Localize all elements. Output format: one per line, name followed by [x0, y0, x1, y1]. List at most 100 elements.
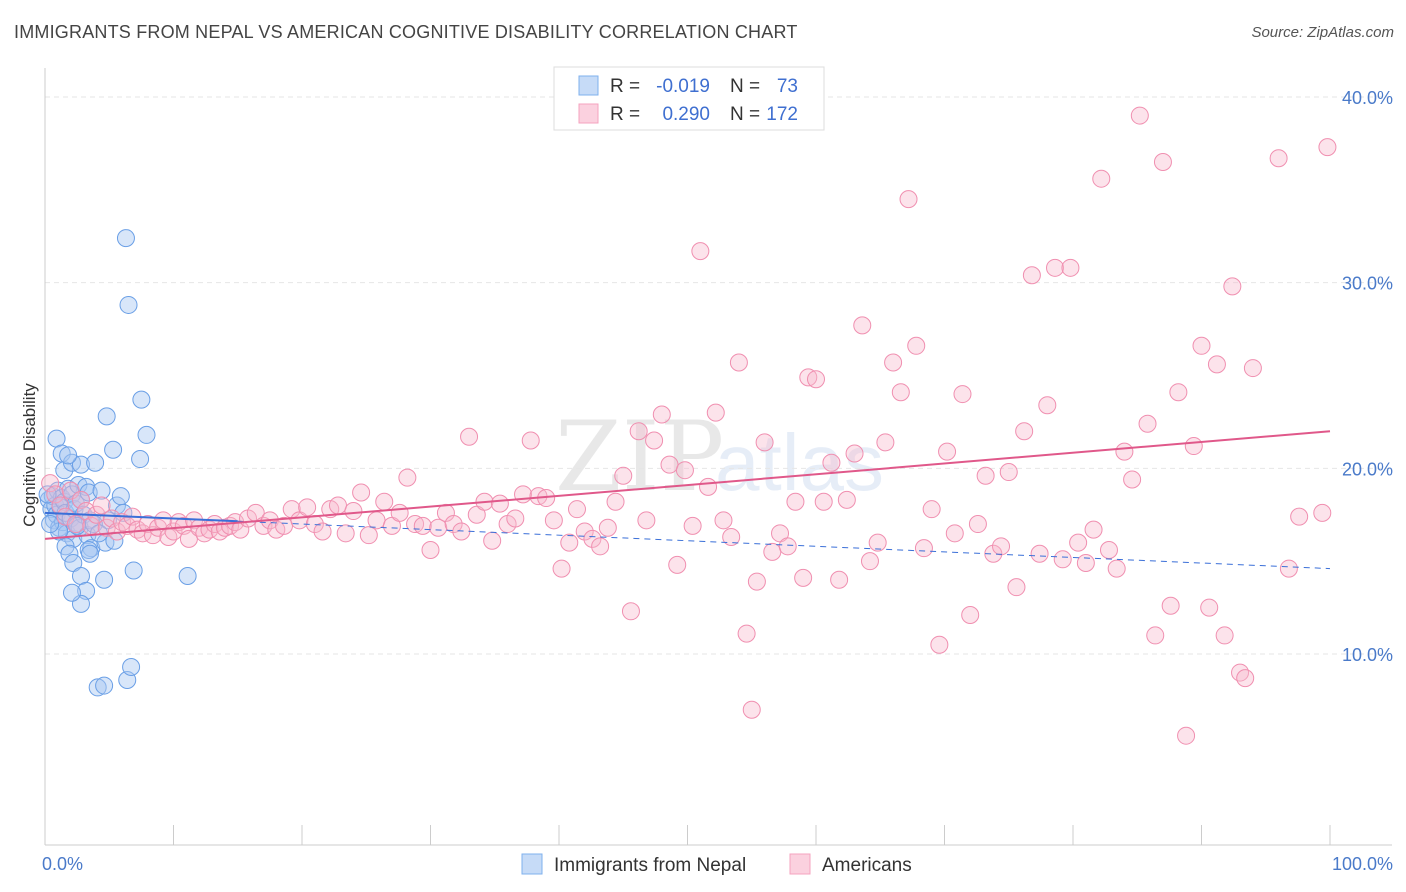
data-point-americans [521, 431, 540, 450]
data-point-americans [1318, 138, 1337, 157]
data-point-americans [984, 544, 1003, 563]
data-point-americans [560, 533, 579, 552]
data-point-americans [722, 528, 741, 547]
data-point-americans [1115, 442, 1134, 461]
y-tick-label: 20.0% [1342, 459, 1393, 479]
data-point-americans [660, 455, 679, 474]
legend-bottom-label: Immigrants from Nepal [554, 855, 746, 876]
data-point-americans [313, 522, 332, 541]
legend-r-label: R = [610, 76, 640, 97]
data-point-americans [899, 190, 918, 209]
x-tick-label: 100.0% [1332, 854, 1393, 874]
data-point-americans [552, 559, 571, 578]
trend-line-americans [44, 430, 1331, 540]
legend-bottom-swatch-pink [789, 853, 811, 875]
y-tick-label: 40.0% [1342, 88, 1393, 108]
data-point-americans [1279, 559, 1298, 578]
data-point-americans [483, 531, 502, 550]
data-point-americans [352, 483, 371, 502]
data-point-americans [544, 511, 563, 530]
data-point-americans [868, 533, 887, 552]
data-point-americans [567, 500, 586, 519]
data-point-immigrants-from-nepal [95, 570, 114, 589]
data-point-americans [938, 442, 957, 461]
data-point-immigrants-from-nepal [88, 678, 107, 697]
data-point-americans [907, 336, 926, 355]
x-tick-labels: 0.0% 100.0% [42, 854, 1393, 874]
data-point-immigrants-from-nepal [92, 481, 111, 500]
data-point-americans [621, 602, 640, 621]
data-point-immigrants-from-nepal [132, 390, 151, 409]
svg-text:ZIP: ZIP [555, 401, 724, 513]
data-point-immigrants-from-nepal [62, 583, 81, 602]
data-point-americans [699, 477, 718, 496]
data-point-americans [1092, 169, 1111, 188]
data-point-americans [444, 515, 463, 534]
data-point-immigrants-from-nepal [122, 657, 141, 676]
data-point-americans [1138, 414, 1157, 433]
data-point-immigrants-from-nepal [60, 544, 79, 563]
data-point-americans [298, 498, 317, 517]
data-point-americans [92, 496, 111, 515]
data-point-americans [794, 568, 813, 587]
data-point-americans [1243, 359, 1262, 378]
data-point-americans [706, 403, 725, 422]
data-point-americans [1038, 396, 1057, 415]
legend-r-label: R = [610, 104, 640, 125]
data-point-americans [1153, 152, 1172, 171]
data-point-americans [1290, 507, 1309, 526]
data-point-americans [1015, 422, 1034, 441]
data-point-americans [452, 522, 471, 541]
data-point-immigrants-from-nepal [59, 446, 78, 465]
data-point-americans [1007, 578, 1026, 597]
data-point-americans [999, 463, 1018, 482]
data-point-americans [930, 635, 949, 654]
data-point-immigrants-from-nepal [80, 544, 99, 563]
legend-r-value: 0.290 [662, 104, 710, 125]
data-point-immigrants-from-nepal [104, 440, 123, 459]
data-point-americans [629, 422, 648, 441]
data-point-americans [460, 427, 479, 446]
data-point-americans [1069, 533, 1088, 552]
data-point-immigrants-from-nepal [97, 407, 116, 426]
data-point-americans [945, 524, 964, 543]
data-point-americans [344, 502, 363, 521]
data-point-americans [1046, 258, 1065, 277]
data-point-americans [598, 518, 617, 537]
data-point-americans [747, 572, 766, 591]
data-point-americans [729, 353, 748, 372]
data-point-americans [490, 494, 509, 513]
data-point-americans [421, 541, 440, 560]
data-point-americans [61, 481, 80, 500]
data-point-immigrants-from-nepal [82, 539, 101, 558]
axes [44, 68, 1392, 846]
data-point-americans [1269, 149, 1288, 168]
data-point-americans [1215, 626, 1234, 645]
data-point-americans [1231, 663, 1250, 682]
data-point-americans [591, 537, 610, 556]
chart-title: IMMIGRANTS FROM NEPAL VS AMERICAN COGNIT… [14, 22, 798, 42]
data-point-americans [336, 524, 355, 543]
data-point-immigrants-from-nepal [55, 461, 74, 480]
data-point-americans [614, 466, 633, 485]
legend-bottom-label: Americans [822, 855, 912, 876]
svg-text:atlas: atlas [715, 418, 884, 507]
data-point-americans [1084, 520, 1103, 539]
data-point-americans [786, 492, 805, 511]
data-point-americans [1313, 503, 1332, 522]
data-point-americans [367, 511, 386, 530]
data-point-americans [691, 242, 710, 261]
data-point-immigrants-from-nepal [95, 676, 114, 695]
data-point-americans [876, 433, 895, 452]
legend-stats: R = -0.019 N = 73 R = 0.290 N = 172 [553, 66, 825, 131]
legend-swatch-blue [578, 75, 599, 96]
data-point-americans [814, 492, 833, 511]
data-point-americans [807, 370, 825, 389]
data-point-americans [860, 552, 879, 571]
data-point-americans [1207, 355, 1226, 374]
source-label: Source: ZipAtlas.com [1251, 24, 1394, 41]
data-point-americans [645, 431, 664, 450]
data-point-immigrants-from-nepal [124, 561, 143, 580]
data-point-americans [976, 466, 995, 485]
data-point-americans [1184, 437, 1203, 456]
